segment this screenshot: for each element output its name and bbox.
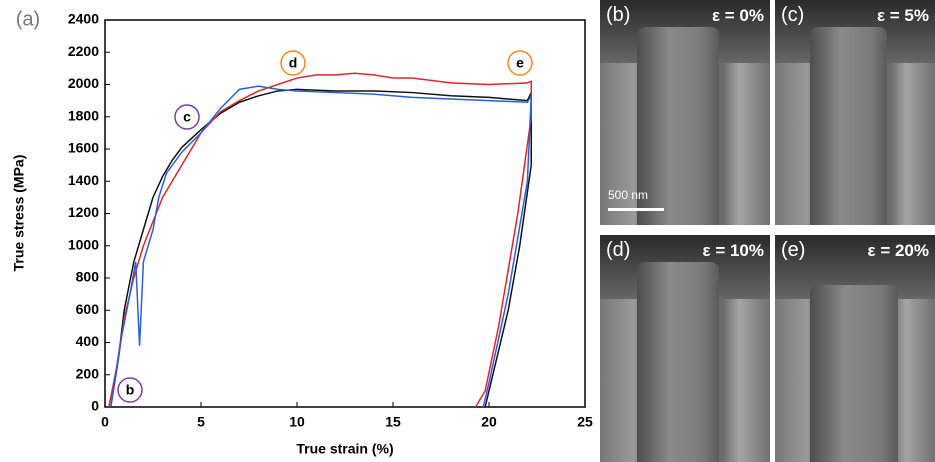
panel-label: (d) bbox=[606, 239, 631, 261]
scale-bar bbox=[608, 208, 664, 211]
y-tick-label: 2000 bbox=[68, 75, 99, 91]
panel-label: (a) bbox=[16, 8, 40, 30]
y-tick-label: 400 bbox=[76, 333, 100, 349]
scale-bar-label: 500 nm bbox=[608, 188, 649, 202]
y-tick-label: 200 bbox=[76, 365, 100, 381]
y-tick-label: 0 bbox=[91, 398, 99, 414]
strain-label: ε = 20% bbox=[867, 241, 929, 260]
sem-image: (b) ε = 0% 500 nm bbox=[600, 0, 770, 225]
y-tick-label: 2200 bbox=[68, 43, 99, 59]
annotation-circle bbox=[507, 50, 533, 76]
strain-label: ε = 10% bbox=[702, 241, 764, 260]
stress-strain-curve bbox=[110, 88, 532, 408]
sem-image: (c) ε = 5% bbox=[775, 0, 935, 225]
x-tick-label: 5 bbox=[197, 414, 205, 430]
annotation: b bbox=[126, 382, 135, 398]
stress-strain-curve bbox=[110, 85, 532, 408]
y-tick-label: 1200 bbox=[68, 204, 99, 220]
y-tick-label: 600 bbox=[76, 301, 100, 317]
sem-image: (e) ε = 20% bbox=[775, 235, 935, 462]
y-tick-label: 2400 bbox=[68, 11, 99, 27]
y-tick-label: 1600 bbox=[68, 140, 99, 156]
annotation-circle bbox=[117, 377, 143, 403]
y-tick-label: 1800 bbox=[68, 107, 99, 123]
annotation: c bbox=[183, 109, 191, 125]
y-axis-label: True stress (MPa) bbox=[11, 155, 27, 272]
annotation: e bbox=[516, 55, 524, 71]
x-axis-label: True strain (%) bbox=[296, 441, 393, 457]
strain-label: ε = 0% bbox=[711, 6, 764, 25]
panel-label: (c) bbox=[781, 4, 805, 26]
strain-label: ε = 5% bbox=[876, 6, 929, 25]
stress-strain-curve bbox=[108, 72, 532, 408]
plot-frame bbox=[104, 19, 586, 408]
chart: (a) True strain (%) True stress (MPa) 0 2… bbox=[11, 8, 593, 457]
x-tick-label: 10 bbox=[289, 414, 305, 430]
y-tick-label: 800 bbox=[76, 269, 100, 285]
panel-label: (e) bbox=[781, 239, 806, 261]
annotation-circle bbox=[280, 50, 306, 76]
panel-label: (b) bbox=[606, 4, 631, 26]
y-tick-label: 1400 bbox=[68, 172, 99, 188]
x-tick-label: 25 bbox=[577, 414, 593, 430]
y-tick-label: 1000 bbox=[68, 236, 99, 252]
annotation: d bbox=[289, 55, 298, 71]
x-tick-label: 0 bbox=[101, 414, 109, 430]
annotation-circle bbox=[174, 104, 200, 130]
sem-image: (d) ε = 10% bbox=[600, 235, 770, 462]
x-tick-label: 20 bbox=[481, 414, 497, 430]
x-tick-label: 15 bbox=[385, 414, 401, 430]
